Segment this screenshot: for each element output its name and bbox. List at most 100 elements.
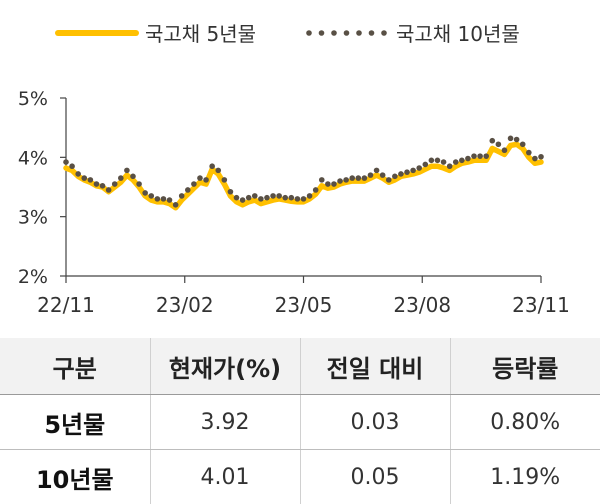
series-point-10y — [471, 153, 477, 159]
series-point-10y — [428, 157, 435, 164]
x-ticks: 22/11 23/02 23/05 23/08 23/11 — [37, 276, 570, 317]
series-point-10y — [172, 202, 179, 208]
series-point-10y — [288, 194, 295, 201]
series-point-10y — [452, 159, 459, 165]
series-point-10y — [331, 181, 337, 187]
legend-dot — [356, 30, 362, 36]
series-point-10y — [87, 177, 94, 183]
series-point-10y — [422, 161, 429, 168]
series-point-10y — [465, 155, 471, 162]
legend-label-5y: 국고채 5년물 — [145, 22, 256, 46]
cell-current-price: 3.92 — [149, 394, 300, 450]
series-point-10y — [312, 187, 319, 193]
series-point-10y — [136, 181, 142, 187]
series-point-10y — [416, 165, 423, 171]
series-point-10y — [227, 188, 234, 195]
series-point-10y — [410, 167, 416, 174]
series-point-10y — [404, 169, 410, 175]
header-category: 구분 — [0, 338, 150, 395]
series-point-10y — [197, 175, 203, 181]
series-point-10y — [233, 194, 240, 201]
series-point-10y — [93, 181, 100, 187]
series-point-10y — [276, 193, 282, 199]
table-header-row: 구분 현재가(%) 전일 대비 등락률 — [0, 338, 600, 395]
series-line-5y — [63, 141, 544, 211]
row-label: 5년물 — [0, 394, 150, 450]
series-point-10y — [337, 178, 343, 184]
x-tick-label: 23/05 — [275, 293, 333, 317]
series-point-10y — [203, 177, 209, 183]
series-point-10y — [501, 147, 508, 154]
series-point-10y — [507, 135, 514, 142]
series-point-10y — [221, 177, 228, 183]
series-point-10y — [245, 194, 252, 201]
series-point-10y — [459, 157, 465, 164]
cell-daily-change: 0.05 — [299, 449, 450, 504]
series-point-10y — [178, 193, 185, 199]
series-point-10y — [526, 149, 532, 156]
series-point-10y — [81, 175, 88, 181]
cell-daily-change: 0.03 — [299, 394, 450, 450]
series-point-10y — [166, 197, 173, 203]
x-tick-label: 22/11 — [37, 293, 95, 317]
series-point-10y — [148, 193, 155, 199]
y-ticks: 5% 4% 3% 2% — [18, 88, 66, 288]
header-current-price: 현재가(%) — [149, 338, 300, 395]
series-point-10y — [264, 194, 270, 201]
series-point-10y — [69, 163, 75, 170]
series-point-10y — [513, 136, 520, 143]
legend-dot — [343, 30, 350, 36]
legend-dot — [381, 30, 387, 36]
series — [63, 135, 544, 211]
series-point-10y — [538, 153, 544, 160]
y-tick-label: 3% — [18, 207, 48, 229]
series-point-10y — [325, 181, 331, 187]
x-tick-label: 23/11 — [512, 293, 570, 317]
series-point-10y — [318, 177, 325, 183]
series-point-10y — [294, 196, 301, 202]
series-point-10y — [343, 177, 349, 183]
header-change-rate: 등락률 — [449, 338, 600, 395]
series-point-10y — [489, 137, 496, 144]
row-label: 10년물 — [35, 465, 114, 494]
series-point-10y — [142, 190, 148, 196]
series-point-10y — [209, 163, 215, 170]
series-point-10y — [367, 172, 374, 178]
legend-dot — [318, 30, 325, 36]
series-point-10y — [282, 194, 289, 201]
series-point-10y — [379, 172, 386, 178]
series-point-10y — [483, 153, 489, 159]
series-point-10y — [355, 175, 362, 181]
series-point-10y — [349, 175, 356, 181]
series-point-10y — [130, 173, 136, 180]
series-point-10y — [495, 141, 502, 148]
series-point-10y — [440, 159, 447, 165]
series-point-10y — [105, 187, 112, 193]
x-tick-label: 23/08 — [393, 293, 451, 317]
series-point-10y — [446, 163, 453, 170]
line-chart: 국고채 5년물 국고채 10년물 5% 4% 3% 2% 22/11 23/02 23/0… — [18, 22, 570, 317]
legend-label-10y: 국고채 10년물 — [396, 22, 520, 46]
x-tick-label: 23/02 — [156, 293, 214, 317]
legend: 국고채 5년물 국고채 10년물 — [55, 22, 520, 46]
series-point-10y — [111, 181, 118, 187]
header-daily-change: 전일 대비 — [299, 338, 450, 395]
series-point-10y — [118, 175, 124, 181]
series-point-10y — [434, 157, 441, 164]
y-tick-label: 4% — [18, 147, 48, 169]
series-point-10y — [373, 167, 380, 174]
series-point-10y — [251, 193, 258, 199]
series-point-10y — [215, 167, 222, 174]
series-point-10y — [184, 187, 191, 193]
table-row: 5년물 3.92 0.03 0.80% — [0, 394, 600, 450]
series-point-10y — [361, 175, 368, 181]
cell-current-price: 4.01 — [149, 449, 300, 504]
chart-area: 국고채 5년물 국고채 10년물 5% 4% 3% 2% 22/11 23/02 23/0… — [18, 22, 570, 317]
legend-dot — [306, 30, 312, 36]
cell-change-rate: 0.80% — [449, 394, 600, 450]
cell-change-rate: 1.19% — [449, 449, 600, 504]
legend-swatch-10y — [306, 30, 387, 36]
series-point-10y — [124, 167, 130, 174]
series-point-10y — [191, 181, 197, 187]
series-point-10y — [99, 183, 106, 189]
